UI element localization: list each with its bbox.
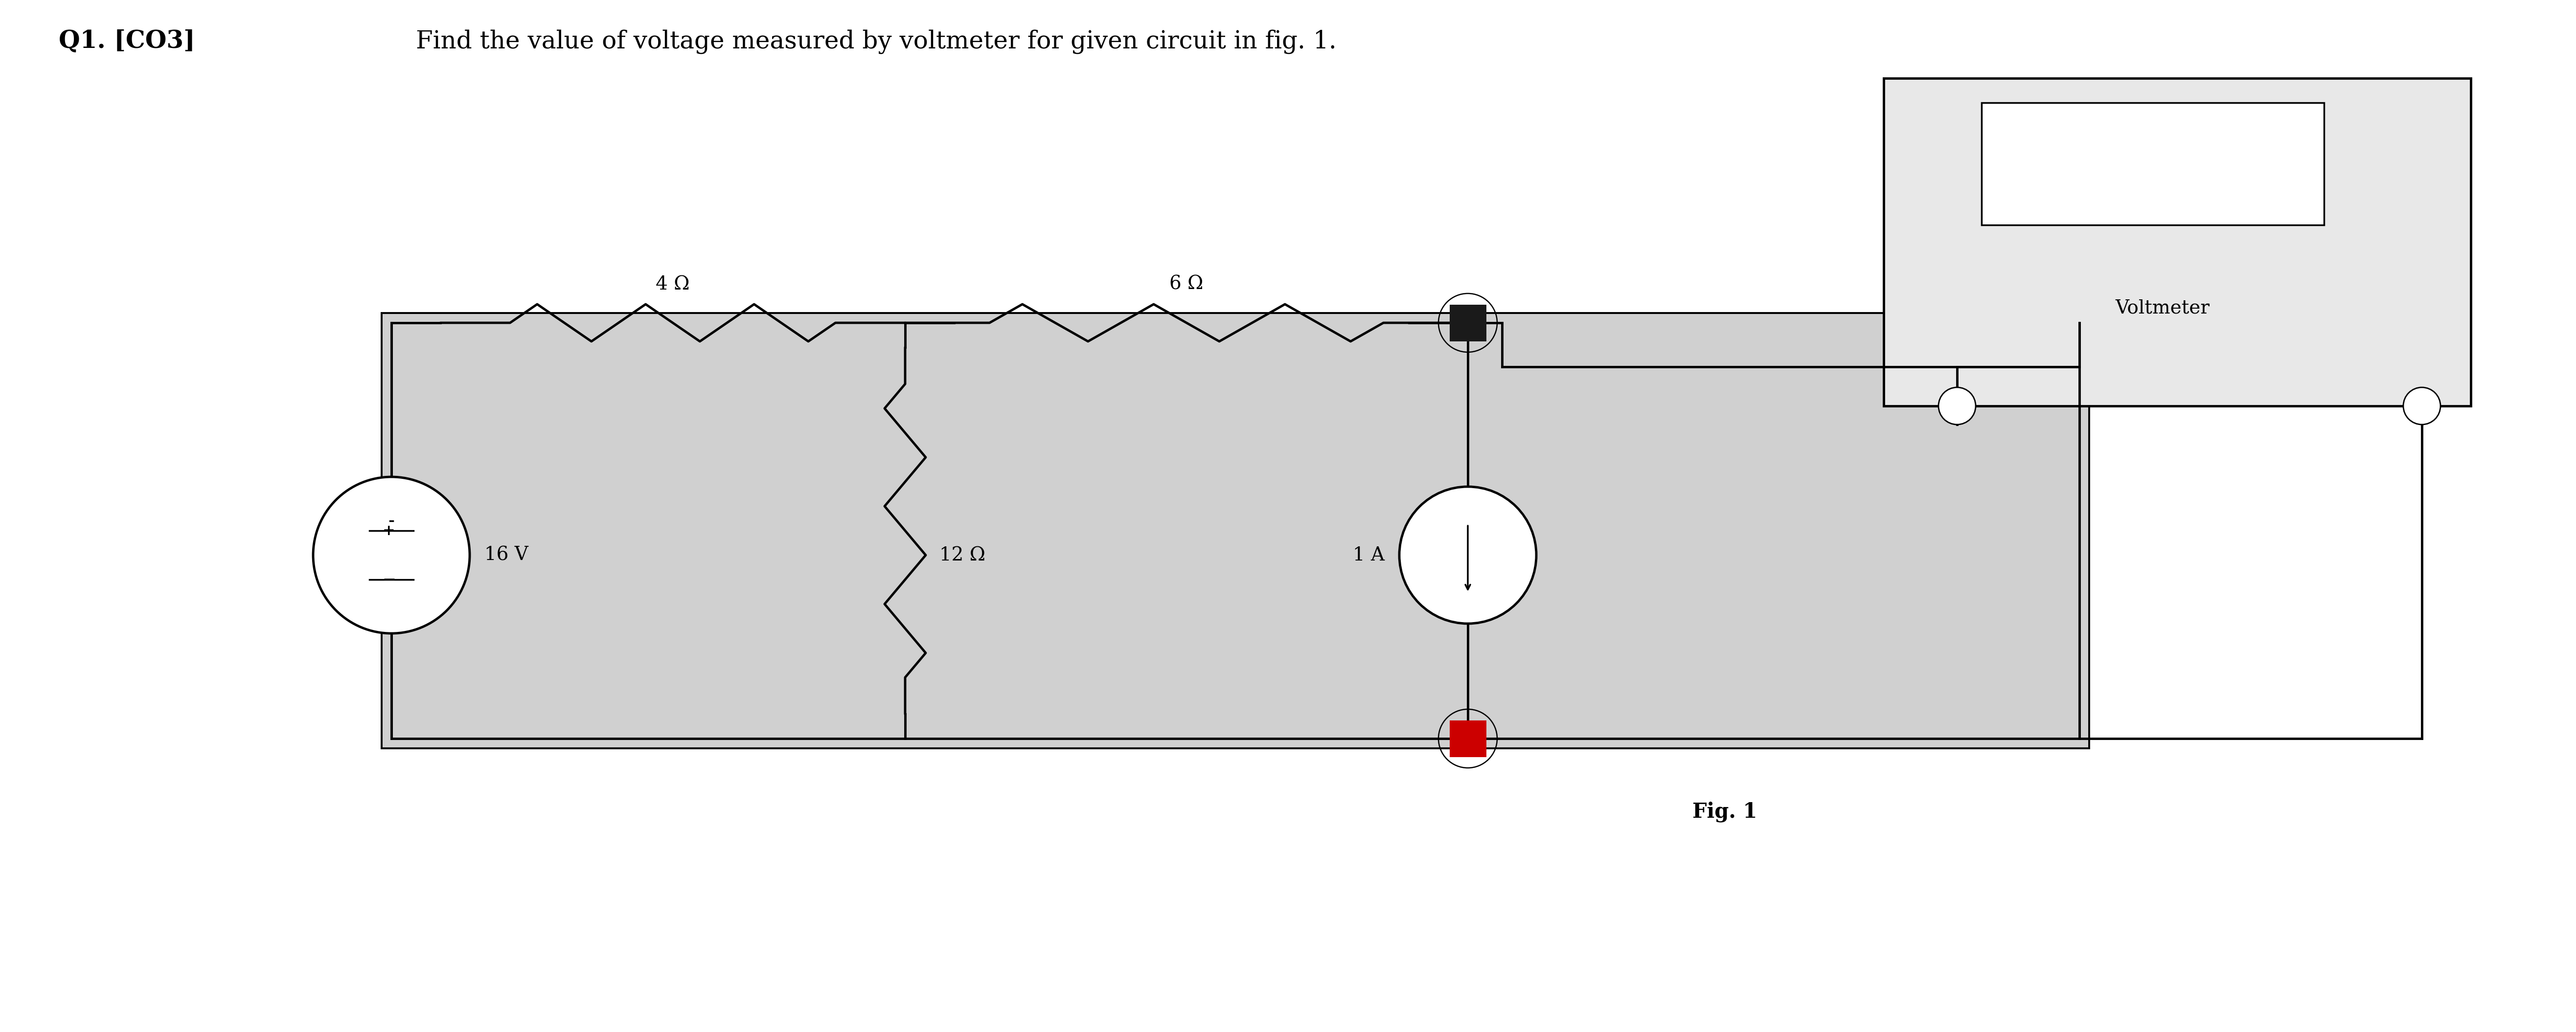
- Circle shape: [1940, 387, 1976, 424]
- FancyBboxPatch shape: [1450, 720, 1486, 756]
- Circle shape: [1399, 487, 1535, 623]
- Text: Fig. 1: Fig. 1: [1692, 802, 1757, 823]
- Text: 12 Ω: 12 Ω: [940, 546, 987, 565]
- Text: Find the value of voltage measured by voltmeter for given circuit in fig. 1.: Find the value of voltage measured by vo…: [415, 29, 1337, 54]
- FancyBboxPatch shape: [381, 313, 2089, 748]
- Text: 6 Ω: 6 Ω: [1170, 276, 1203, 293]
- Circle shape: [314, 477, 469, 634]
- Text: +: +: [384, 523, 394, 538]
- Text: Voltmeter: Voltmeter: [2115, 299, 2210, 317]
- FancyBboxPatch shape: [1883, 78, 2470, 406]
- Text: 1 A: 1 A: [1352, 546, 1386, 565]
- FancyBboxPatch shape: [1981, 103, 2324, 225]
- Text: 16 V: 16 V: [484, 546, 528, 565]
- Text: 4 Ω: 4 Ω: [657, 276, 690, 293]
- Circle shape: [2403, 387, 2439, 424]
- FancyBboxPatch shape: [1450, 304, 1486, 342]
- Text: Q1. [CO3]: Q1. [CO3]: [59, 29, 196, 54]
- Text: −: −: [381, 572, 397, 587]
